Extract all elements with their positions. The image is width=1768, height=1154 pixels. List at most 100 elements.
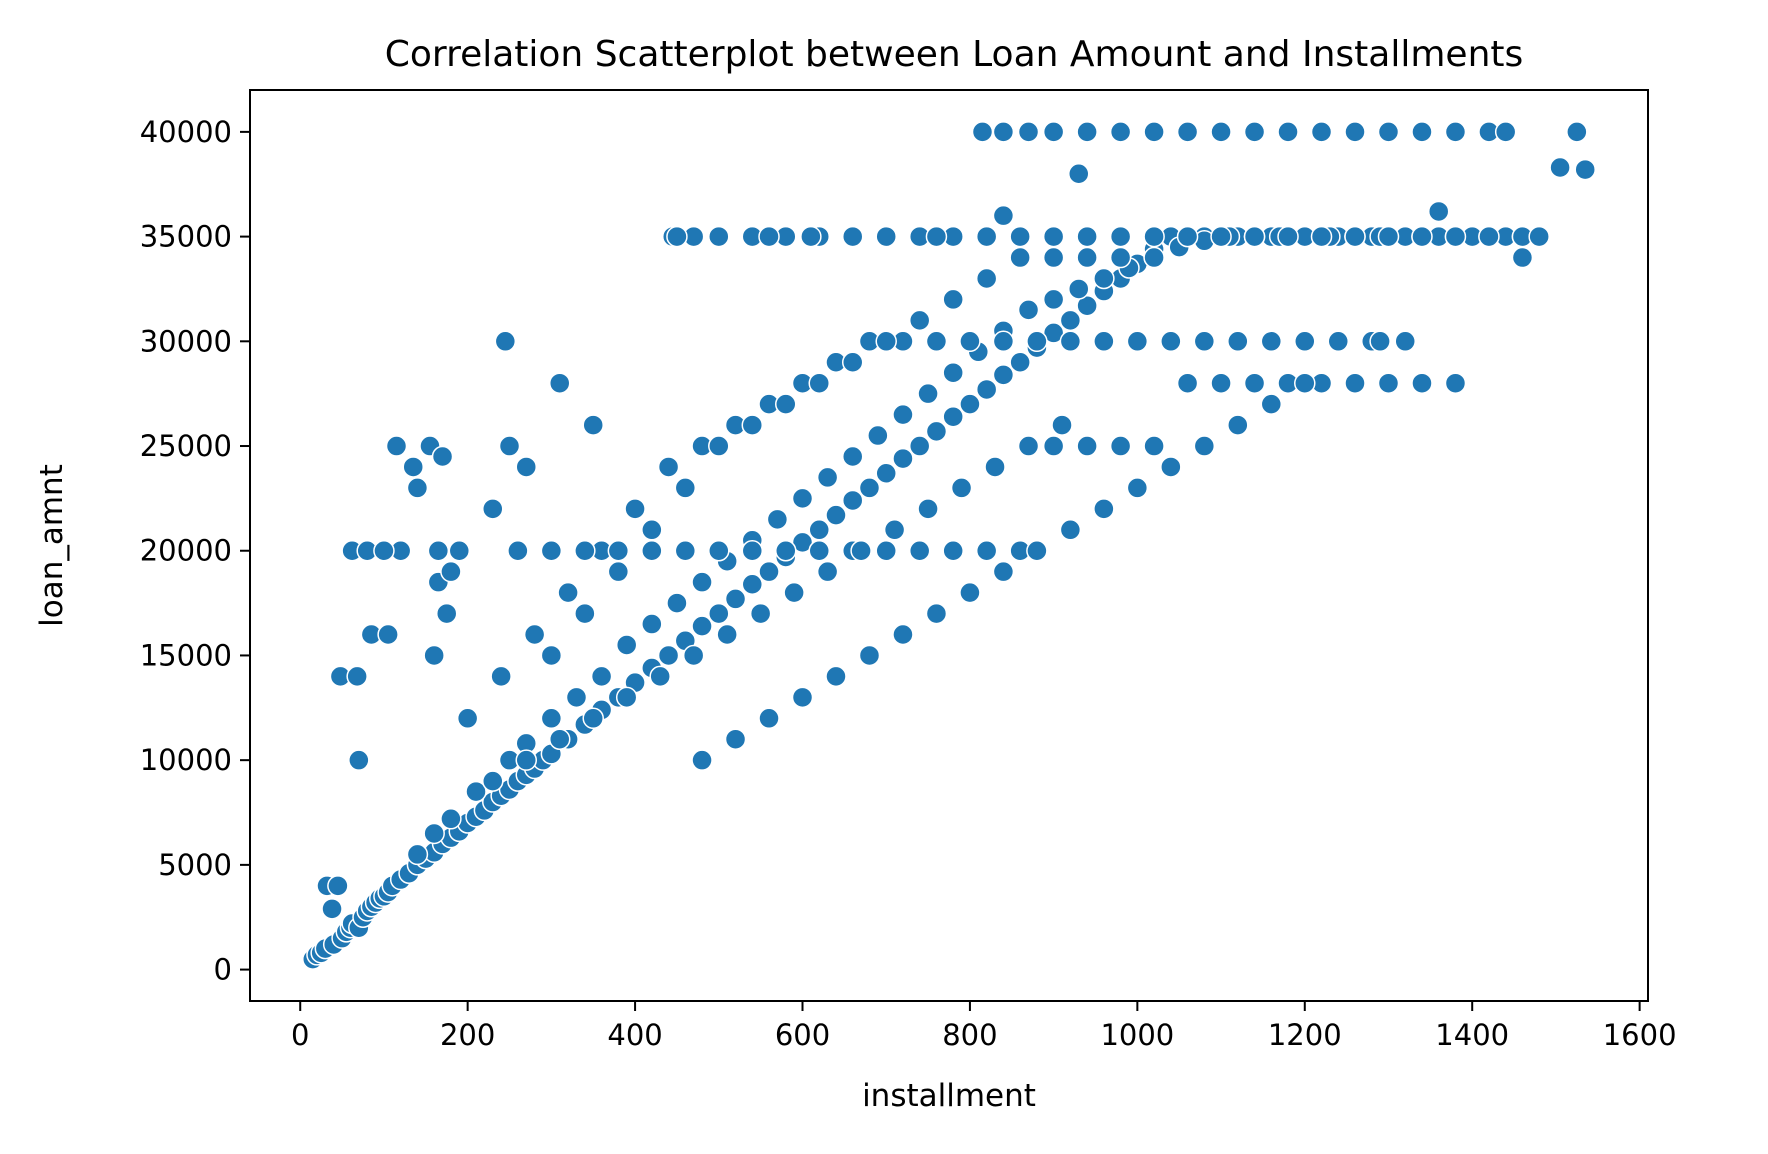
data-point (1344, 225, 1366, 248)
data-point (624, 498, 646, 520)
data-point (540, 644, 563, 667)
data-point (975, 539, 998, 562)
data-point (925, 420, 948, 443)
data-point (1243, 372, 1266, 394)
data-point (1227, 330, 1249, 353)
x-tick-label: 1200 (1268, 1018, 1342, 1052)
data-point (423, 822, 445, 845)
data-point (1042, 288, 1065, 311)
data-point (950, 477, 973, 499)
data-point (1076, 246, 1098, 269)
data-point (515, 456, 538, 478)
data-point (574, 539, 596, 562)
data-point (867, 424, 889, 447)
data-point (1059, 519, 1082, 541)
data-point (1017, 435, 1040, 457)
x-tick-label: 600 (775, 1018, 830, 1052)
y-tick-label: 35000 (140, 220, 232, 254)
data-point (1160, 330, 1182, 353)
data-point (1176, 225, 1199, 248)
data-point (540, 707, 563, 730)
data-point (1478, 225, 1500, 248)
data-point (992, 330, 1015, 353)
data-point (1394, 330, 1416, 353)
data-point (691, 749, 713, 771)
data-point (406, 843, 429, 866)
data-point (1511, 246, 1534, 269)
points-layer (302, 121, 1596, 970)
data-point (1310, 225, 1333, 248)
data-point (1126, 330, 1149, 353)
data-point (741, 539, 764, 562)
data-point (783, 581, 805, 604)
data-point (708, 435, 730, 457)
data-point (641, 519, 663, 541)
data-point (942, 288, 964, 311)
data-point (758, 225, 780, 248)
data-point (607, 560, 630, 583)
data-point (1260, 393, 1283, 415)
data-point (348, 749, 370, 771)
data-point (435, 602, 458, 625)
data-point (440, 560, 462, 583)
data-point (841, 225, 864, 248)
data-point (674, 477, 697, 499)
data-point (523, 623, 546, 646)
data-point (1009, 246, 1031, 269)
data-point (406, 477, 429, 499)
data-point (1243, 225, 1266, 248)
data-point (975, 267, 998, 290)
data-point (1176, 372, 1199, 394)
data-point (385, 435, 408, 457)
data-point (892, 403, 914, 426)
data-point (942, 405, 964, 428)
data-point (431, 445, 454, 468)
data-point (482, 770, 504, 792)
data-point (1093, 267, 1115, 290)
data-point (992, 121, 1015, 143)
chart-title: Correlation Scatterplot between Loan Amo… (385, 34, 1524, 75)
data-point (724, 728, 747, 750)
data-point (1377, 121, 1400, 143)
data-point (959, 393, 981, 415)
data-point (984, 456, 1006, 478)
data-point (1109, 246, 1132, 269)
data-point (482, 498, 504, 520)
y-axis-label: loan_amnt (34, 464, 70, 627)
data-point (1260, 330, 1283, 353)
data-point (649, 665, 671, 688)
data-point (615, 634, 638, 656)
data-point (540, 539, 563, 562)
data-point (1566, 121, 1588, 143)
data-point (850, 539, 872, 562)
data-point (1042, 121, 1065, 143)
data-point (682, 644, 705, 667)
data-point (1411, 121, 1433, 143)
data-point (741, 414, 764, 436)
data-point (574, 602, 596, 625)
x-tick-label: 800 (942, 1018, 997, 1052)
data-point (1294, 330, 1316, 353)
data-point (1076, 435, 1098, 457)
data-point (816, 466, 839, 489)
y-tick-label: 15000 (140, 638, 232, 672)
data-point (1109, 121, 1132, 143)
data-point (749, 602, 772, 625)
data-point (858, 644, 881, 667)
data-point (427, 539, 450, 562)
data-point (816, 560, 839, 583)
data-point (582, 707, 604, 730)
data-point (841, 489, 864, 512)
data-point (448, 539, 471, 562)
data-point (1193, 435, 1216, 457)
data-point (657, 644, 680, 667)
data-point (1068, 278, 1090, 300)
data-point (674, 539, 697, 562)
data-point (1277, 225, 1299, 248)
data-point (440, 808, 462, 830)
data-point (1009, 225, 1031, 248)
data-point (327, 875, 349, 897)
data-point (1210, 372, 1232, 394)
data-point (1009, 351, 1031, 374)
